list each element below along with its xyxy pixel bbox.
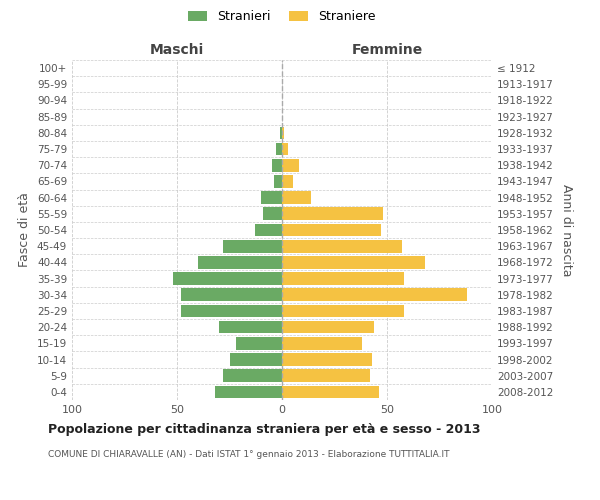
Bar [282,240,402,252]
Bar [261,192,282,204]
Bar [271,159,282,172]
Bar [282,272,404,285]
Bar [282,370,370,382]
Bar [254,224,282,236]
Bar [282,337,362,349]
Bar [263,208,282,220]
Bar [223,370,282,382]
Bar [198,256,282,268]
Bar [282,208,383,220]
Bar [282,353,372,366]
Text: Femmine: Femmine [352,44,422,58]
Bar [282,321,374,334]
Bar [280,126,282,139]
Bar [282,224,381,236]
Bar [282,256,425,268]
Y-axis label: Fasce di età: Fasce di età [19,192,31,268]
Bar [181,288,282,301]
Bar [215,386,282,398]
Bar [282,142,289,156]
Bar [274,175,282,188]
Text: Popolazione per cittadinanza straniera per età e sesso - 2013: Popolazione per cittadinanza straniera p… [48,422,481,436]
Bar [282,159,299,172]
Bar [282,304,404,318]
Bar [236,337,282,349]
Bar [282,126,284,139]
Bar [282,175,293,188]
Y-axis label: Anni di nascita: Anni di nascita [560,184,573,276]
Bar [219,321,282,334]
Text: COMUNE DI CHIARAVALLE (AN) - Dati ISTAT 1° gennaio 2013 - Elaborazione TUTTITALI: COMUNE DI CHIARAVALLE (AN) - Dati ISTAT … [48,450,449,459]
Bar [282,192,311,204]
Bar [282,288,467,301]
Bar [173,272,282,285]
Bar [181,304,282,318]
Bar [223,240,282,252]
Bar [229,353,282,366]
Bar [282,386,379,398]
Legend: Stranieri, Straniere: Stranieri, Straniere [185,6,379,26]
Text: Maschi: Maschi [150,44,204,58]
Bar [276,142,282,156]
